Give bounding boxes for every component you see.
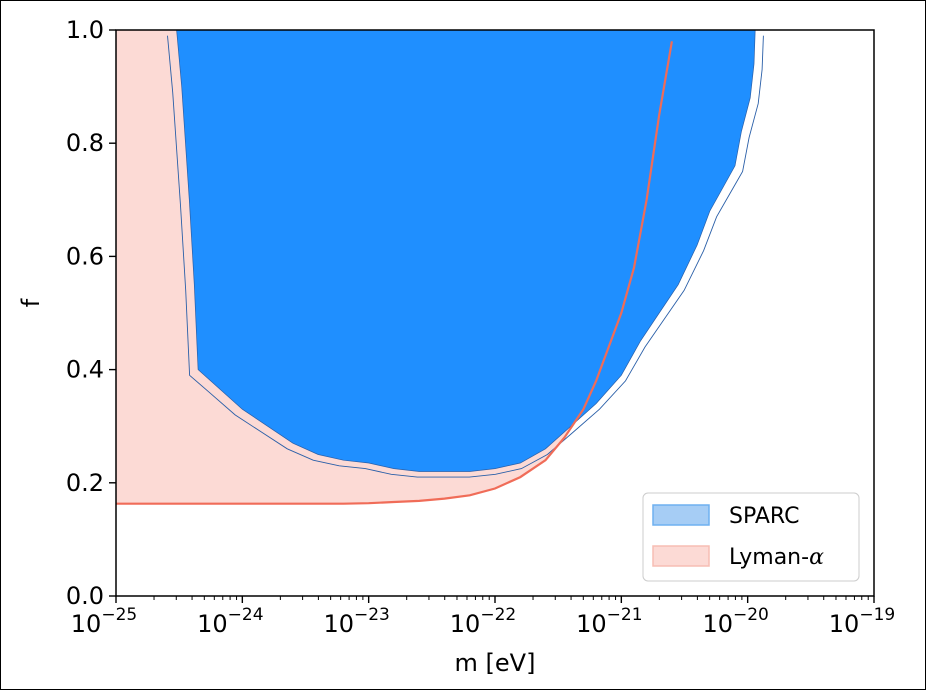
- x-tick-label: 10−23: [323, 605, 389, 638]
- x-axis-label: m [eV]: [455, 649, 536, 677]
- x-tick-label: 10−22: [450, 605, 516, 638]
- y-axis: 0.0 0.2 0.4 0.6 0.8 1.0: [66, 16, 116, 610]
- sparc-region-edge: [167, 35, 764, 478]
- y-tick-label: 0.2: [66, 469, 104, 497]
- y-tick-label: 0.4: [66, 356, 104, 384]
- x-tick-label: 10−21: [576, 605, 642, 638]
- y-axis-label: f: [17, 298, 45, 307]
- x-tick-label: 10−19: [829, 605, 895, 638]
- lyman-alpha-line: [116, 41, 673, 505]
- legend-label-sparc: SPARC: [729, 504, 799, 529]
- y-tick-label: 0.6: [66, 242, 104, 270]
- x-tick-label: 10−24: [197, 605, 263, 638]
- x-tick-label: 10−20: [702, 605, 768, 638]
- y-tick-label: 0.0: [66, 582, 104, 610]
- sparc-region: [176, 30, 756, 472]
- x-tick-label: 10−25: [71, 605, 137, 638]
- legend-swatch-sparc: [652, 504, 710, 526]
- x-axis: 10−25 10−24 10−23 10−22 10−21 10−20 10−19: [71, 596, 895, 638]
- legend-swatch-lyman: [652, 545, 710, 567]
- y-tick-label: 1.0: [66, 16, 104, 44]
- y-tick-label: 0.8: [66, 129, 104, 157]
- legend: SPARC Lyman-α: [642, 492, 860, 582]
- legend-label-lyman: Lyman-α: [729, 545, 824, 570]
- sparc-band: [176, 30, 756, 472]
